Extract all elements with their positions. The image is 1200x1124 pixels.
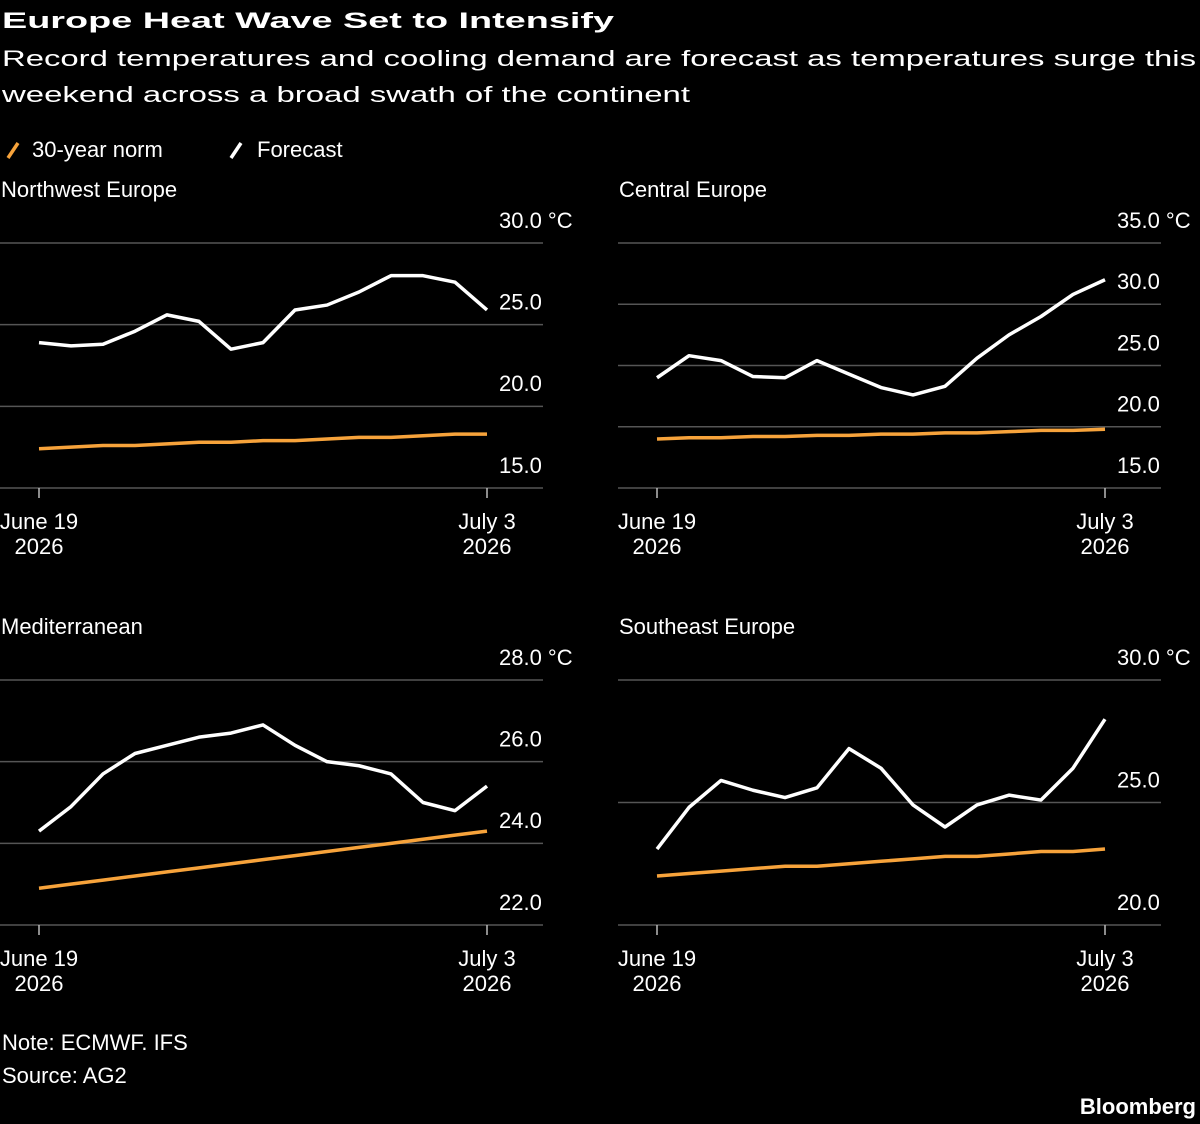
y-tick-label: 20.0: [1117, 392, 1160, 417]
x-tick-label: June 19: [618, 509, 696, 534]
y-tick-label: 25.0: [1117, 330, 1160, 355]
line-series: [38, 829, 488, 890]
panel-title: Mediterranean: [1, 614, 143, 639]
y-tick-label: 30.0 °C: [1117, 645, 1191, 670]
note: Note: ECMWF. IFS: [2, 1030, 188, 1055]
x-tick-label: 2026: [633, 971, 682, 996]
subtitle: weekend across a broad swath of the cont…: [1, 82, 690, 107]
line-series: [38, 273, 489, 351]
source: Source: AG2: [2, 1063, 127, 1088]
y-tick-label: 26.0: [499, 726, 542, 751]
x-tick-label: 2026: [15, 534, 64, 559]
legend-label: Forecast: [257, 137, 343, 162]
y-tick-label: 15.0: [1117, 453, 1160, 478]
x-tick-label: 2026: [463, 534, 512, 559]
y-tick-label: 22.0: [499, 890, 542, 915]
x-tick-label: July 3: [458, 509, 515, 534]
x-tick-label: 2026: [1081, 971, 1130, 996]
legend-label: 30-year norm: [32, 137, 163, 162]
panel-title: Southeast Europe: [619, 614, 795, 639]
line-series: [656, 278, 1106, 397]
line-series: [37, 723, 489, 833]
y-tick-label: 30.0 °C: [499, 208, 573, 233]
x-tick-label: June 19: [0, 946, 78, 971]
brand: Bloomberg: [1080, 1094, 1196, 1119]
legend-swatch: [6, 142, 20, 159]
y-tick-label: 30.0: [1117, 269, 1160, 294]
line-series: [656, 427, 1106, 441]
x-tick-label: June 19: [0, 509, 78, 534]
x-tick-label: July 3: [1076, 509, 1133, 534]
chart-title: Europe Heat Wave Set to Intensify: [2, 8, 615, 33]
line-series: [38, 432, 487, 451]
legend-swatch: [229, 142, 243, 159]
y-tick-label: 20.0: [1117, 890, 1160, 915]
x-tick-label: June 19: [618, 946, 696, 971]
x-tick-label: 2026: [633, 534, 682, 559]
panel-title: Central Europe: [619, 177, 767, 202]
panel-title: Northwest Europe: [1, 177, 177, 202]
x-tick-label: July 3: [1076, 946, 1133, 971]
y-tick-label: 25.0: [1117, 767, 1160, 792]
y-tick-label: 15.0: [499, 453, 542, 478]
y-tick-label: 20.0: [499, 371, 542, 396]
x-tick-label: 2026: [15, 971, 64, 996]
y-tick-label: 24.0: [499, 808, 542, 833]
line-series: [655, 718, 1107, 851]
x-tick-label: July 3: [458, 946, 515, 971]
x-tick-label: 2026: [463, 971, 512, 996]
y-tick-label: 28.0 °C: [499, 645, 573, 670]
subtitle: Record temperatures and cooling demand a…: [2, 46, 1196, 71]
line-series: [656, 847, 1106, 878]
y-tick-label: 25.0: [499, 289, 542, 314]
x-tick-label: 2026: [1081, 534, 1130, 559]
y-tick-label: 35.0 °C: [1117, 208, 1191, 233]
